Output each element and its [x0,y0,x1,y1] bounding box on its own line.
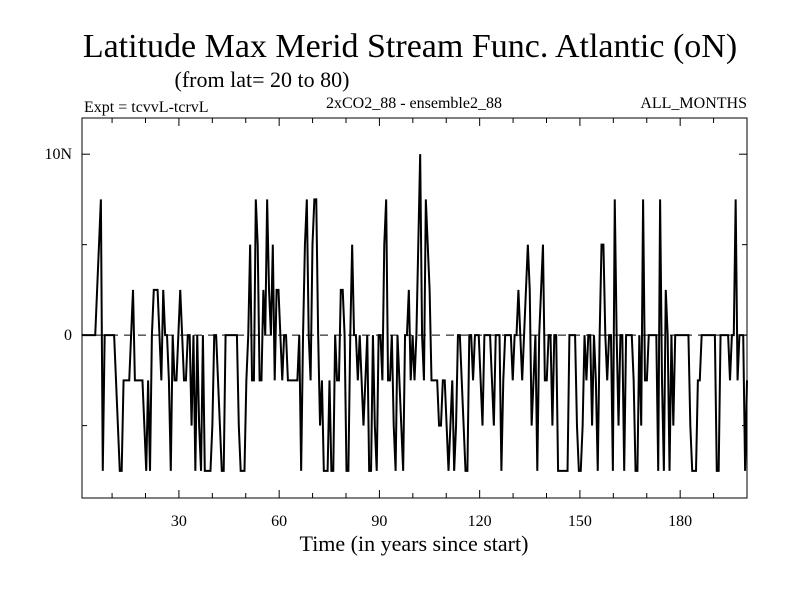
x-tick-label: 90 [371,513,387,530]
x-tick-label: 150 [568,513,592,530]
plot-frame [81,117,748,499]
chart-subtitle: (from lat= 20 to 80) [175,67,350,92]
x-tick-label: 30 [171,513,187,530]
y-tick-label: 0 [64,327,72,344]
x-tick-label: 180 [668,513,692,530]
axis-ticks: 30 60 90 120 150 180 0 10N [44,118,747,530]
chart-title: Latitude Max Merid Stream Func. Atlantic… [83,28,737,65]
header-right: ALL_MONTHS [640,95,747,112]
x-tick-label: 60 [271,513,287,530]
x-tick-label: 120 [468,513,492,530]
series-line [82,154,748,472]
y-tick-label: 10N [44,146,72,163]
header-left: Expt = tcvvL-tcrvL [84,99,209,116]
header-center: 2xCO2_88 - ensemble2_88 [326,95,502,112]
x-axis-label: Time (in years since start) [300,531,529,556]
